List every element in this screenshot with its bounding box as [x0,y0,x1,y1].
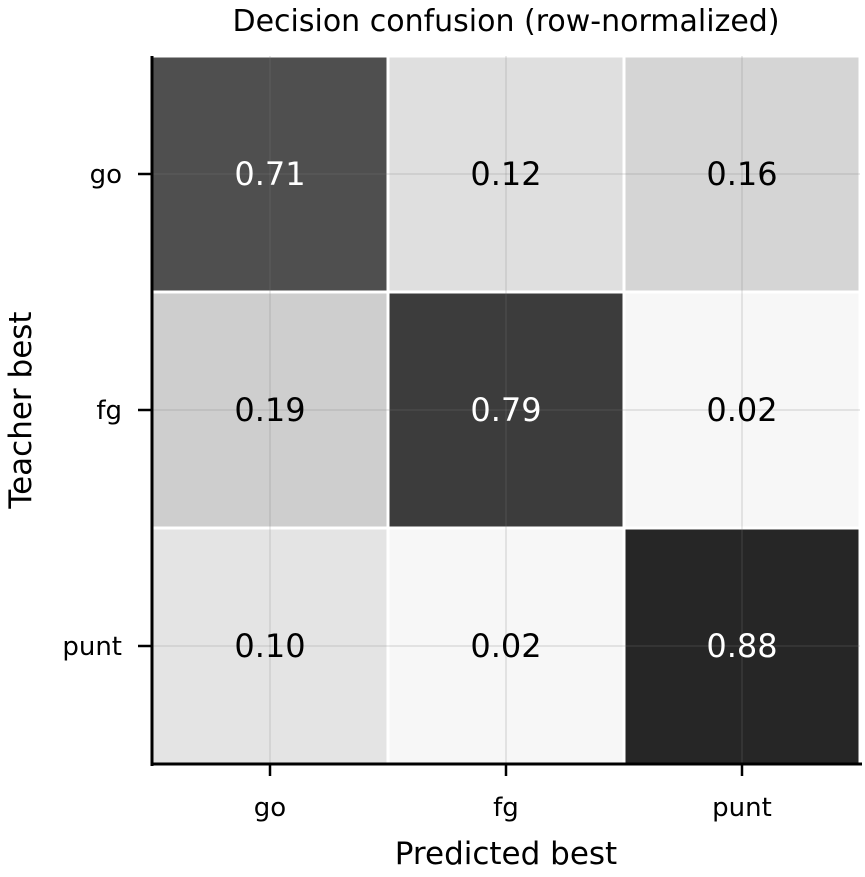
y-axis-ticks: go fg punt [62,160,152,662]
heatmap-cell [622,290,862,530]
heatmap-cell [386,54,626,294]
cell-value-label: 0.88 [706,627,777,665]
cell-value-label: 0.79 [470,391,541,429]
heatmap-cell [622,54,862,294]
y-tick-label: go [90,160,122,190]
heatmap-cell [150,290,390,530]
cell-value-label: 0.10 [234,627,305,665]
chart-title: Decision confusion (row-normalized) [232,4,779,39]
cell-value-label: 0.02 [470,627,541,665]
heatmap-cell [150,54,390,294]
y-tick-label: punt [62,632,122,662]
x-axis-ticks: go fg punt [254,764,772,823]
y-tick-label: fg [96,396,122,426]
x-tick-label: fg [493,793,519,823]
heatmap-cell [386,290,626,530]
x-axis-label: Predicted best [395,836,617,872]
cell-value-label: 0.19 [234,391,305,429]
cell-value-labels: 0.71 0.12 0.16 0.19 0.79 0.02 0.10 0.02 0.88 [234,155,777,665]
cell-value-label: 0.71 [234,155,305,193]
cell-value-label: 0.12 [470,155,541,193]
heatmap-cells [150,54,862,766]
grid-lines [152,56,860,764]
x-tick-label: punt [712,793,772,823]
cell-value-label: 0.16 [706,155,777,193]
cell-value-label: 0.02 [706,391,777,429]
x-tick-label: go [254,793,286,823]
y-axis-label: Teacher best [3,311,39,509]
heatmap-cell [386,526,626,766]
